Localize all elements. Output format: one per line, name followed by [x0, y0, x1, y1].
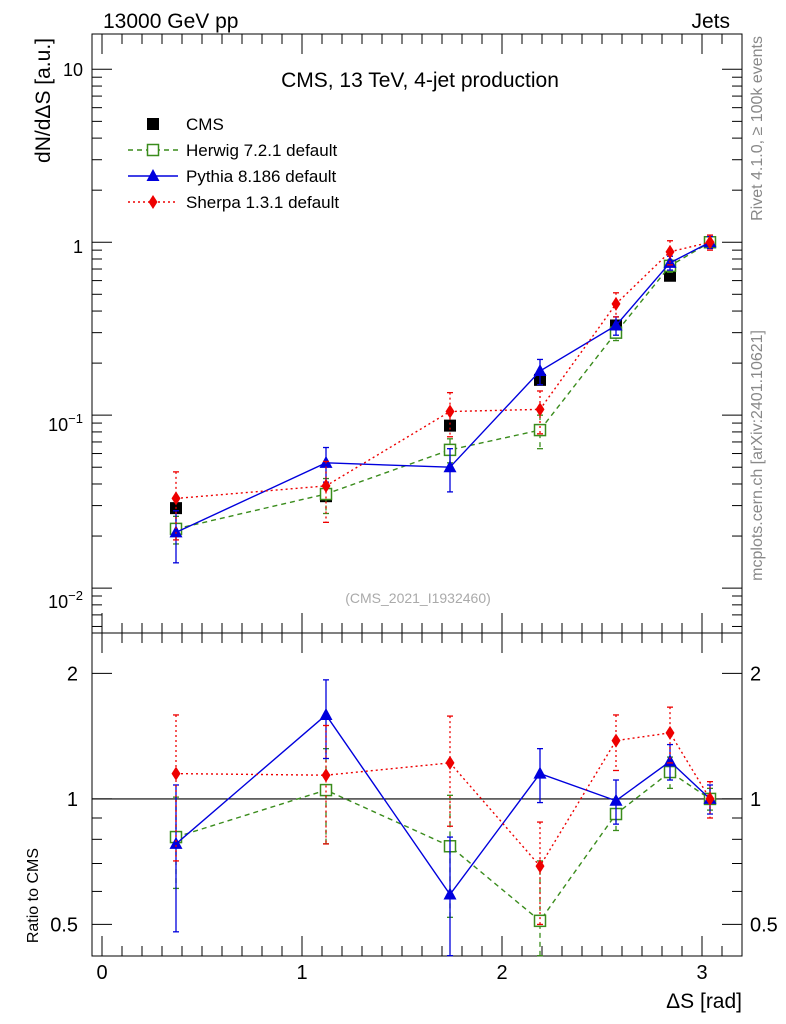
x-axis-label: ΔS [rad] [666, 990, 742, 1013]
ratio-sherpa-point [445, 755, 455, 770]
ratio-y-tick-label-right: 1 [750, 789, 761, 811]
pythia-point [609, 318, 623, 331]
ratio-sherpa-point [611, 733, 621, 748]
ratio-pythia-point [319, 707, 333, 720]
legend-item-pythia: Pythia 8.186 default [128, 167, 337, 186]
ratio-series-pythia [169, 679, 717, 957]
main-y-tick-mantissa: 10 [48, 415, 68, 435]
ratio-axis-ticks [92, 633, 743, 956]
ratio-y-tick-label: 2 [67, 663, 78, 685]
ratio-sherpa-point [665, 725, 675, 740]
main-y-tick-label: 10−2 [48, 588, 83, 612]
pythia-line [175, 241, 711, 534]
main-y-axis-label: dN/dΔS [a.u.] [32, 38, 55, 163]
series-sherpa [171, 234, 715, 541]
ratio-y-tick-label-right: 0.5 [750, 914, 778, 936]
sherpa-point [705, 235, 715, 250]
sherpa-point [665, 244, 675, 259]
legend-label-cms: CMS [186, 115, 224, 134]
main-plot-title: CMS, 13 TeV, 4-jet production [281, 69, 559, 92]
ratio-herwig-point [533, 914, 547, 928]
main-y-tick-label: 1 [73, 237, 83, 257]
ratio-pythia-point [169, 836, 183, 849]
x-tick-label: 2 [496, 962, 507, 984]
legend-marker-cms [147, 118, 159, 130]
main-y-tick-label: 10 [63, 60, 83, 80]
ratio-y-axis-label: Ratio to CMS [25, 848, 42, 943]
ratio-pythia-point [443, 887, 457, 900]
x-tick-label: 1 [296, 962, 307, 984]
analysis-tag: (CMS_2021_I1932460) [345, 590, 491, 606]
series-pythia [169, 235, 717, 564]
ratio-herwig-line [175, 771, 711, 922]
sherpa-point [171, 491, 181, 506]
main-axis-ticks [92, 34, 743, 633]
legend-item-herwig: Herwig 7.2.1 default [128, 141, 337, 160]
sherpa-point [535, 402, 545, 417]
legend-label-herwig: Herwig 7.2.1 default [186, 141, 337, 160]
series-herwig [169, 235, 717, 545]
sherpa-point [611, 296, 621, 311]
main-y-tick-label: 10−1 [48, 411, 83, 435]
header-right-label: Jets [691, 10, 730, 33]
ratio-tick-labels: 0.5 0.5 1 1 2 2 0 1 2 3 [50, 663, 778, 984]
legend-label-pythia: Pythia 8.186 default [186, 167, 337, 186]
ratio-pythia-line [175, 713, 711, 896]
herwig-line [175, 241, 711, 530]
legend-label-sherpa: Sherpa 1.3.1 default [186, 193, 339, 212]
sherpa-point [321, 478, 331, 493]
herwig-point [533, 423, 547, 437]
ratio-sherpa-point [705, 791, 715, 806]
legend-item-sherpa: Sherpa 1.3.1 default [128, 193, 339, 212]
legend: CMS Herwig 7.2.1 default Pythia 8.186 defa… [128, 115, 339, 212]
series-cms [170, 236, 716, 515]
rivet-version-label: Rivet 4.1.0, ≥ 100k events [749, 36, 766, 221]
ratio-series-sherpa [171, 706, 715, 926]
legend-marker-herwig [146, 143, 160, 157]
x-tick-label: 0 [96, 962, 107, 984]
main-y-tick-labels: 10−2 10−1 1 10 [48, 60, 83, 612]
ratio-pythia-point [609, 793, 623, 806]
ratio-pythia-point [533, 766, 547, 779]
pythia-point [169, 525, 183, 538]
ratio-y-tick-label-right: 2 [750, 663, 761, 685]
legend-marker-pythia [146, 169, 160, 181]
header-left-label: 13000 GeV pp [103, 10, 238, 33]
ratio-plot-frame [91, 632, 743, 957]
sherpa-point [445, 404, 455, 419]
cms-point [444, 419, 456, 432]
main-series-group [169, 234, 717, 564]
main-y-tick-mantissa: 10 [48, 592, 68, 612]
pythia-point [443, 460, 457, 473]
ratio-pythia-point [663, 754, 677, 767]
ratio-sherpa-point [535, 859, 545, 874]
ratio-y-tick-label: 1 [67, 789, 78, 811]
ratio-y-tick-label: 0.5 [50, 914, 78, 936]
main-y-tick-exponent: −2 [68, 588, 83, 603]
mcplots-site-label: mcplots.cern.ch [arXiv:2401.10621] [749, 330, 766, 581]
pythia-point [533, 364, 547, 377]
ratio-sherpa-point [321, 768, 331, 783]
ratio-series-group [169, 679, 717, 957]
ratio-series-herwig [169, 747, 717, 957]
ratio-sherpa-point [171, 766, 181, 781]
main-y-tick-exponent: −1 [68, 411, 83, 426]
legend-marker-sherpa [148, 195, 158, 209]
sherpa-line [175, 241, 711, 500]
legend-item-cms: CMS [147, 115, 224, 134]
x-tick-label: 3 [696, 962, 707, 984]
